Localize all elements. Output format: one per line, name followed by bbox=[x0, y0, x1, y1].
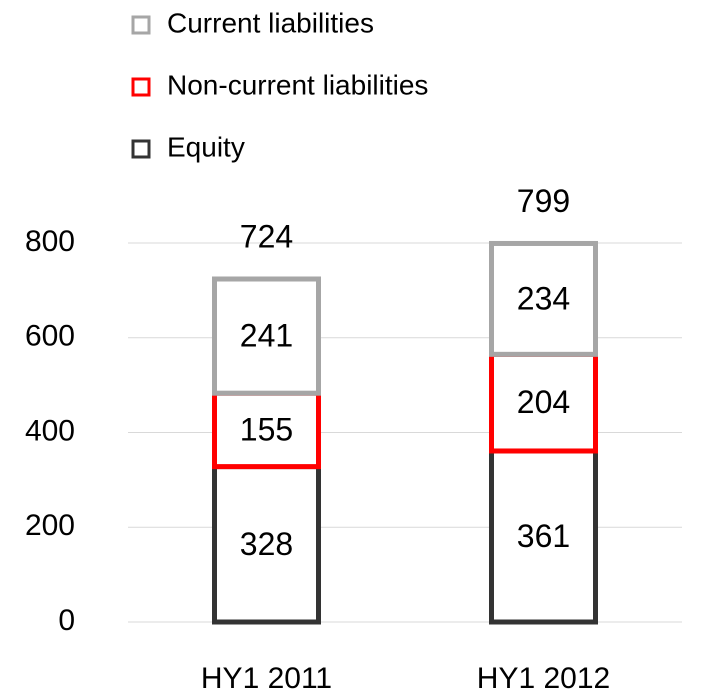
bar-segment bbox=[212, 390, 321, 470]
x-tick-label: HY1 2011 bbox=[201, 662, 332, 695]
total-label: 799 bbox=[517, 183, 570, 219]
legend-label: Equity bbox=[167, 131, 245, 162]
bar-segment bbox=[212, 464, 321, 625]
y-tick-label: 200 bbox=[25, 509, 75, 542]
data-label: 328 bbox=[240, 526, 293, 562]
y-tick-label: 400 bbox=[25, 414, 75, 447]
bar-segment bbox=[489, 240, 598, 357]
data-label: 204 bbox=[517, 384, 570, 420]
legend-swatch bbox=[131, 139, 151, 159]
data-label: 241 bbox=[240, 318, 293, 354]
legend-swatch bbox=[131, 15, 151, 35]
legend-label: Current liabilities bbox=[167, 7, 374, 38]
total-label: 724 bbox=[240, 218, 293, 254]
data-label: 361 bbox=[517, 518, 570, 554]
legend-label: Non-current liabilities bbox=[167, 69, 428, 100]
y-tick-label: 0 bbox=[58, 604, 75, 637]
y-tick-label: 800 bbox=[25, 225, 75, 258]
legend-swatch bbox=[131, 77, 151, 97]
data-label: 155 bbox=[240, 411, 293, 447]
y-tick-label: 600 bbox=[25, 320, 75, 353]
data-label: 234 bbox=[517, 280, 570, 316]
x-tick-label: HY1 2012 bbox=[477, 662, 610, 695]
bar-segment bbox=[212, 276, 321, 396]
